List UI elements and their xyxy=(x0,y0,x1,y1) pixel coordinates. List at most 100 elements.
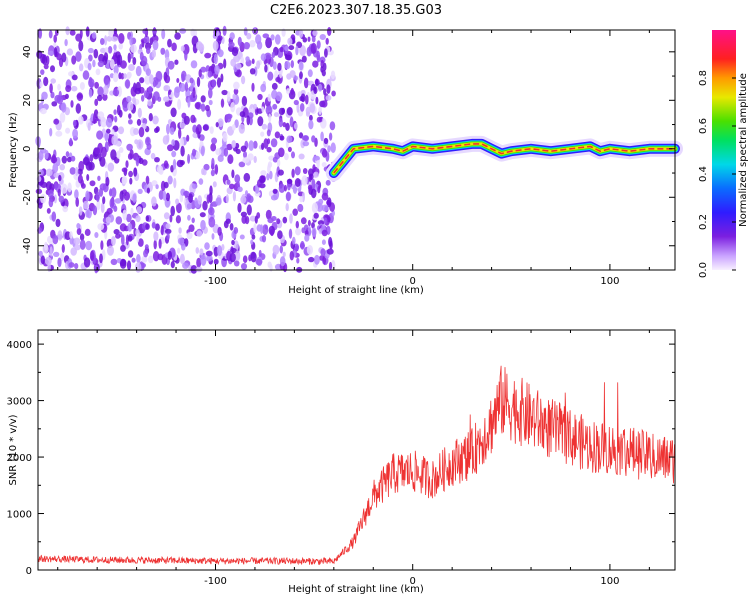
noise-blob xyxy=(242,157,250,164)
noise-blob xyxy=(191,148,197,157)
spectrogram-x-label: Height of straight line (km) xyxy=(288,285,424,296)
noise-blob xyxy=(239,234,245,240)
noise-blob xyxy=(61,102,67,113)
noise-blob xyxy=(50,65,55,73)
signal-track xyxy=(325,135,683,181)
noise-blob xyxy=(98,53,105,63)
noise-blob xyxy=(44,256,52,266)
noise-blob xyxy=(266,173,270,181)
noise-blob xyxy=(87,62,92,71)
noise-blob xyxy=(323,217,328,225)
noise-blob xyxy=(213,53,218,65)
noise-blob xyxy=(109,188,113,196)
noise-blob xyxy=(94,232,99,238)
noise-blob xyxy=(144,244,149,250)
noise-blob xyxy=(307,219,311,227)
noise-blob xyxy=(229,223,234,231)
noise-blob xyxy=(301,175,308,186)
noise-blob xyxy=(234,174,241,184)
noise-blob xyxy=(70,100,74,108)
noise-blob xyxy=(316,202,324,212)
noise-blob xyxy=(199,248,204,256)
noise-blob xyxy=(234,119,239,128)
noise-blob xyxy=(267,161,273,168)
noise-blob xyxy=(180,145,185,157)
noise-blob xyxy=(128,113,132,119)
noise-blob xyxy=(243,42,250,50)
noise-blob xyxy=(96,200,101,211)
noise-blob xyxy=(53,47,58,58)
noise-blob xyxy=(120,72,125,80)
noise-blob xyxy=(255,34,262,45)
noise-blob xyxy=(135,81,141,92)
noise-blob xyxy=(231,124,236,131)
noise-blob xyxy=(232,93,237,100)
noise-blob xyxy=(267,93,272,102)
noise-blob xyxy=(175,198,180,205)
x-tick-label: 100 xyxy=(600,576,619,587)
noise-blob xyxy=(36,176,42,182)
noise-blob xyxy=(75,33,82,42)
noise-blob xyxy=(149,74,154,85)
noise-blob xyxy=(111,135,118,146)
y-tick-label: 4000 xyxy=(7,340,32,351)
noise-blob xyxy=(279,256,286,267)
noise-blob xyxy=(301,55,307,63)
noise-blob xyxy=(68,262,75,268)
noise-blob xyxy=(205,250,213,257)
noise-blob xyxy=(295,45,299,56)
noise-blob xyxy=(274,131,281,139)
noise-blob xyxy=(133,167,138,177)
noise-blob xyxy=(229,252,236,263)
noise-blob xyxy=(299,103,305,112)
noise-blob xyxy=(274,34,281,45)
noise-blob xyxy=(115,216,123,225)
snr-y-ticks: 0 1000 2000 3000 4000 xyxy=(7,340,675,577)
noise-blob xyxy=(317,83,323,92)
noise-blob xyxy=(279,245,283,254)
noise-blob xyxy=(325,179,331,186)
noise-blob xyxy=(269,170,273,180)
noise-blob xyxy=(321,100,328,108)
noise-blob xyxy=(113,205,118,212)
noise-blob xyxy=(75,103,82,114)
noise-blob xyxy=(233,260,240,267)
noise-blob xyxy=(226,91,231,102)
noise-blob xyxy=(71,85,78,92)
noise-blob xyxy=(146,187,150,194)
noise-blob xyxy=(272,244,280,255)
noise-blob xyxy=(315,96,319,105)
noise-blob xyxy=(291,37,296,44)
noise-blob xyxy=(41,54,48,65)
y-tick-label: -20 xyxy=(22,189,33,205)
noise-blob xyxy=(309,173,314,180)
noise-blob xyxy=(302,168,308,174)
noise-blob xyxy=(210,143,217,152)
noise-blob xyxy=(310,42,317,54)
noise-blob xyxy=(237,186,243,193)
noise-blob xyxy=(259,175,266,184)
noise-blob xyxy=(302,141,310,147)
noise-blob xyxy=(194,197,198,207)
noise-blob xyxy=(186,232,193,240)
noise-blob xyxy=(251,234,256,240)
noise-blob xyxy=(165,223,171,229)
noise-blob xyxy=(204,104,210,112)
noise-blob xyxy=(260,131,265,137)
noise-blob xyxy=(266,129,271,137)
noise-blob xyxy=(136,118,142,126)
noise-blob xyxy=(195,151,201,160)
noise-blob xyxy=(92,59,96,68)
noise-blob xyxy=(243,27,248,36)
noise-blob xyxy=(318,106,322,115)
noise-blob xyxy=(261,106,265,113)
noise-blob xyxy=(289,250,294,261)
noise-blob xyxy=(70,155,76,162)
noise-blob xyxy=(198,69,202,78)
snr-frame xyxy=(37,329,676,571)
noise-blob xyxy=(215,197,222,206)
noise-blob xyxy=(113,65,119,75)
noise-blob xyxy=(71,55,77,65)
y-tick-label: 0 xyxy=(22,146,33,152)
noise-blob xyxy=(104,47,109,53)
